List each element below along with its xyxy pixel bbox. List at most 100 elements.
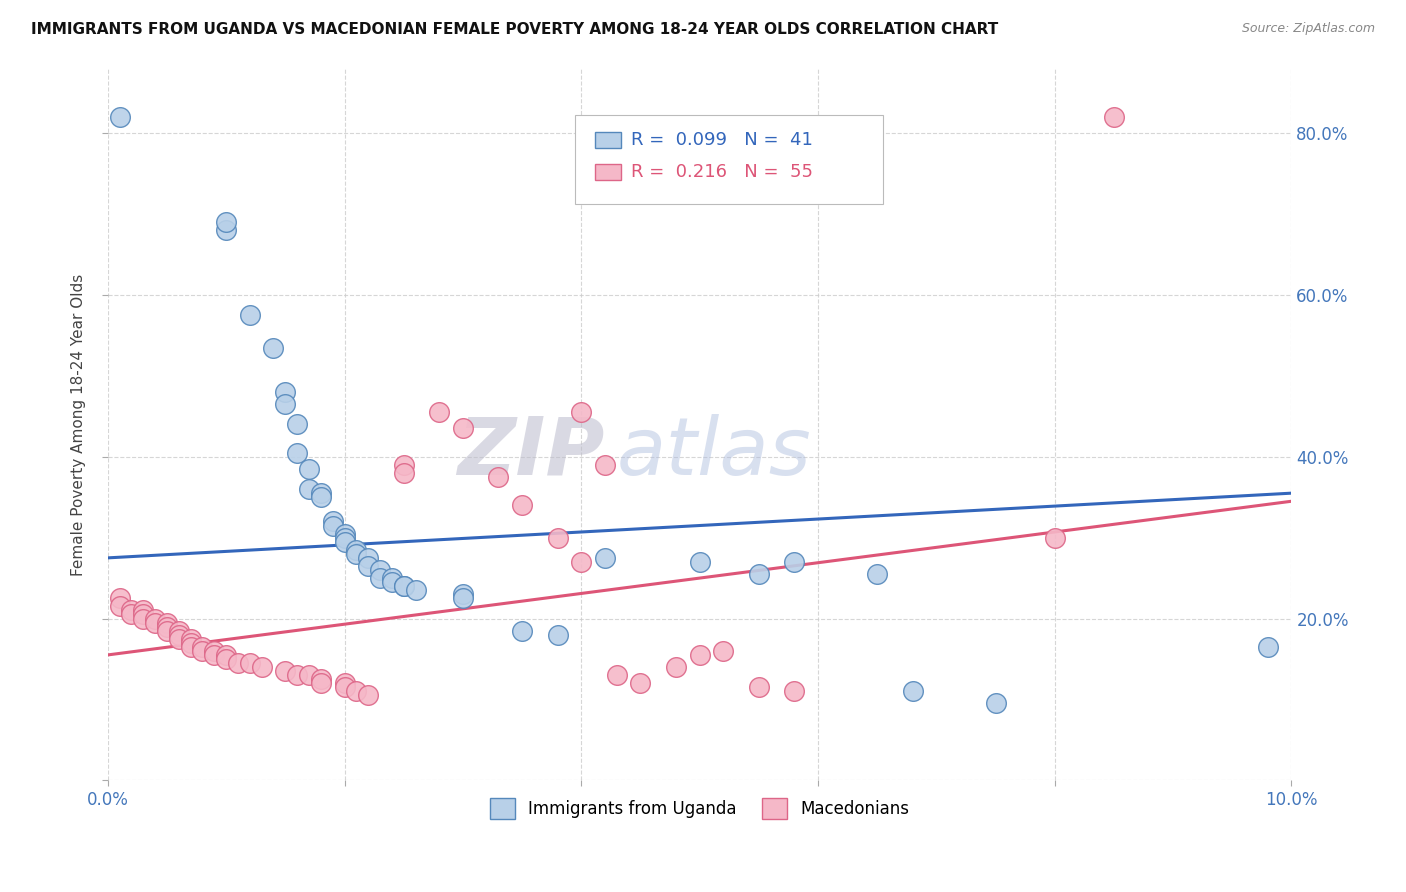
Point [156, 624, 179, 638]
Text: Source: ZipAtlas.com: Source: ZipAtlas.com [1241, 22, 1375, 36]
Point [451, 587, 474, 601]
Point [108, 591, 131, 606]
Text: R =  0.216   N =  55: R = 0.216 N = 55 [631, 162, 813, 181]
Point [357, 558, 380, 573]
Point [510, 498, 533, 512]
Text: ZIP: ZIP [457, 414, 605, 491]
Point [333, 676, 356, 690]
Point [1257, 640, 1279, 654]
Point [143, 615, 166, 630]
Point [984, 697, 1007, 711]
Point [357, 689, 380, 703]
Point [593, 550, 616, 565]
Point [344, 547, 367, 561]
Point [309, 672, 332, 686]
Point [593, 458, 616, 472]
Point [274, 385, 297, 400]
Point [143, 611, 166, 625]
Point [180, 640, 202, 654]
Point [344, 542, 367, 557]
Point [510, 624, 533, 638]
Point [120, 607, 142, 622]
Point [711, 644, 734, 658]
Point [156, 615, 179, 630]
Point [392, 458, 415, 472]
Point [180, 632, 202, 646]
Point [274, 664, 297, 678]
Point [783, 555, 806, 569]
Point [1043, 531, 1066, 545]
Point [333, 526, 356, 541]
Point [309, 490, 332, 504]
Bar [596, 132, 621, 147]
Point [392, 466, 415, 480]
Text: R =  0.099   N =  41: R = 0.099 N = 41 [631, 131, 813, 149]
Point [322, 515, 344, 529]
Bar [596, 164, 621, 179]
Point [250, 660, 273, 674]
Point [298, 462, 321, 476]
Y-axis label: Female Poverty Among 18-24 Year Olds: Female Poverty Among 18-24 Year Olds [72, 273, 86, 575]
Point [689, 648, 711, 662]
Point [569, 405, 592, 419]
Point [427, 405, 450, 419]
Point [274, 397, 297, 411]
Point [180, 636, 202, 650]
Point [368, 571, 391, 585]
Point [748, 567, 770, 582]
Point [569, 555, 592, 569]
Point [547, 531, 569, 545]
Point [322, 518, 344, 533]
Point [132, 611, 155, 625]
Point [866, 567, 889, 582]
Point [202, 644, 225, 658]
Point [239, 308, 262, 322]
Point [309, 676, 332, 690]
Point [167, 628, 190, 642]
Point [309, 486, 332, 500]
Point [1102, 110, 1125, 124]
Point [132, 603, 155, 617]
Point [298, 482, 321, 496]
Point [748, 680, 770, 694]
Point [285, 417, 308, 432]
Point [226, 656, 249, 670]
Point [901, 684, 924, 698]
Point [215, 223, 238, 237]
Point [606, 668, 628, 682]
Point [239, 656, 262, 670]
Point [333, 531, 356, 545]
Point [665, 660, 688, 674]
Point [120, 603, 142, 617]
Text: atlas: atlas [617, 414, 811, 491]
Point [628, 676, 651, 690]
Point [783, 684, 806, 698]
Point [357, 550, 380, 565]
Legend: Immigrants from Uganda, Macedonians: Immigrants from Uganda, Macedonians [484, 792, 915, 825]
Point [392, 579, 415, 593]
Point [156, 619, 179, 633]
Text: IMMIGRANTS FROM UGANDA VS MACEDONIAN FEMALE POVERTY AMONG 18-24 YEAR OLDS CORREL: IMMIGRANTS FROM UGANDA VS MACEDONIAN FEM… [31, 22, 998, 37]
Point [405, 583, 427, 598]
Point [451, 591, 474, 606]
FancyBboxPatch shape [575, 115, 883, 203]
Point [298, 668, 321, 682]
Point [167, 632, 190, 646]
Point [381, 571, 404, 585]
Point [215, 652, 238, 666]
Point [285, 446, 308, 460]
Point [215, 215, 238, 229]
Point [285, 668, 308, 682]
Point [215, 648, 238, 662]
Point [381, 575, 404, 590]
Point [202, 648, 225, 662]
Point [263, 341, 285, 355]
Point [392, 579, 415, 593]
Point [368, 563, 391, 577]
Point [344, 684, 367, 698]
Point [333, 680, 356, 694]
Point [191, 640, 214, 654]
Point [132, 607, 155, 622]
Point [451, 421, 474, 435]
Point [486, 470, 509, 484]
